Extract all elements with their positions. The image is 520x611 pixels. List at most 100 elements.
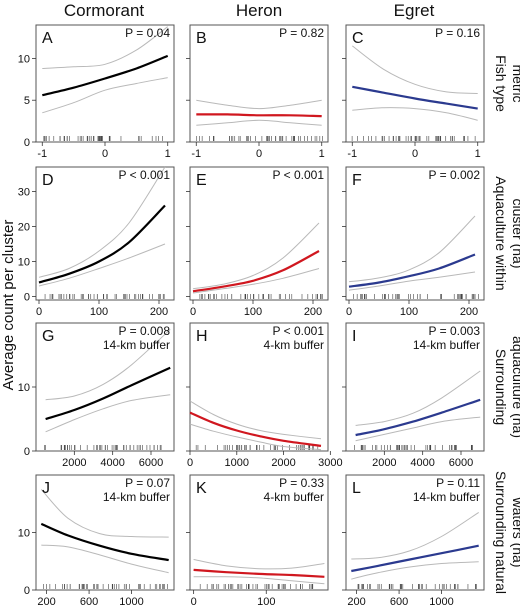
panel-letter: L bbox=[352, 480, 361, 497]
x-tick-label: 6000 bbox=[449, 457, 473, 469]
rug-marks bbox=[196, 136, 323, 141]
p-value-label: P = 0.11 bbox=[436, 476, 480, 490]
p-value-label: P = 0.07 bbox=[125, 476, 170, 490]
ci-upper-line bbox=[45, 329, 171, 401]
panel-F: 0 100 200 F P = 0.002 bbox=[342, 166, 485, 318]
ci-upper-line bbox=[348, 215, 476, 283]
x-tick-label: 1000 bbox=[429, 596, 453, 608]
p-value-label: P < 0.001 bbox=[273, 324, 325, 338]
x-tick-label: 200 bbox=[150, 306, 168, 318]
ci-upper-line bbox=[192, 222, 320, 290]
y-tick-label: 10 bbox=[18, 382, 30, 394]
ci-lower-line bbox=[352, 107, 478, 121]
x-tick-label: 0 bbox=[36, 306, 42, 318]
ci-upper-line bbox=[196, 99, 322, 110]
x-tick-label: 1000 bbox=[119, 596, 143, 608]
panel-frame bbox=[345, 166, 485, 301]
p-value-label: P = 0.16 bbox=[435, 26, 480, 40]
rug-marks bbox=[44, 294, 165, 299]
row-label-line: Aquaculture within bbox=[493, 176, 509, 290]
ci-upper-line bbox=[40, 489, 169, 538]
ci-upper-line bbox=[355, 370, 481, 426]
x-tick-label: 200 bbox=[304, 306, 322, 318]
panel-B: -1 0 1 B P = 0.82 bbox=[186, 24, 329, 160]
y-tick-label: 20 bbox=[18, 222, 30, 234]
ci-lower-line bbox=[189, 423, 322, 451]
x-tick-label: -1 bbox=[191, 148, 201, 160]
panel-letter: A bbox=[42, 30, 53, 47]
buffer-label: 4-km buffer bbox=[264, 338, 324, 352]
ci-lower-line bbox=[42, 77, 168, 114]
ci-lower-line bbox=[38, 243, 166, 287]
ci-upper-line bbox=[38, 166, 166, 278]
panel-frame bbox=[35, 166, 175, 301]
buffer-label: 14-km buffer bbox=[413, 490, 480, 504]
panel-letter: H bbox=[196, 328, 208, 345]
column-headers: Cormorant Heron Egret bbox=[64, 1, 435, 20]
y-tick-label: 10 bbox=[18, 257, 30, 269]
x-tick-label: 100 bbox=[400, 306, 418, 318]
rug-marks bbox=[199, 584, 314, 589]
x-tick-label: 100 bbox=[244, 306, 262, 318]
x-tick-label: 0 bbox=[190, 306, 196, 318]
ci-upper-line bbox=[193, 559, 325, 570]
x-tick-label: 100 bbox=[257, 596, 275, 608]
x-tick-label: 1 bbox=[165, 148, 171, 160]
buffer-label: 14-km buffer bbox=[103, 490, 170, 504]
ci-upper-line bbox=[351, 45, 478, 94]
ci-upper-line bbox=[189, 400, 322, 440]
x-tick-label: 1000 bbox=[225, 457, 249, 469]
x-tick-label: 1 bbox=[319, 148, 325, 160]
column-header-heron: Heron bbox=[236, 1, 282, 20]
y-tick-label: 10 bbox=[18, 53, 30, 65]
row-label-line: aquaculture (ha) bbox=[510, 336, 520, 438]
ci-lower-line bbox=[196, 119, 322, 126]
ci-lower-line bbox=[193, 576, 325, 585]
column-header-egret: Egret bbox=[394, 1, 435, 20]
buffer-label: 14-km buffer bbox=[103, 338, 170, 352]
x-tick-label: 0 bbox=[191, 596, 197, 608]
x-tick-label: 4000 bbox=[410, 457, 434, 469]
x-tick-label: 200 bbox=[347, 596, 365, 608]
x-tick-label: 0 bbox=[256, 148, 262, 160]
fitted-line bbox=[40, 522, 169, 562]
row-labels: Fish type metric Aquaculture within cluster… bbox=[493, 55, 520, 594]
y-axis-label: Average count per cluster bbox=[0, 220, 17, 391]
x-tick-label: 600 bbox=[80, 596, 98, 608]
y-tick-label: 10 bbox=[18, 528, 30, 540]
x-tick-label: 0 bbox=[346, 306, 352, 318]
x-tick-label: 600 bbox=[390, 596, 408, 608]
panel-K: 0 100 K P = 0.334-km buffer bbox=[186, 474, 329, 608]
p-value-label: P < 0.001 bbox=[273, 168, 325, 182]
fitted-line bbox=[196, 113, 322, 118]
rug-marks bbox=[43, 136, 163, 141]
p-value-label: P = 0.82 bbox=[279, 26, 324, 40]
x-tick-label: 6000 bbox=[139, 457, 163, 469]
p-value-label: P = 0.002 bbox=[429, 168, 481, 182]
panel-letter: B bbox=[196, 30, 207, 47]
buffer-label: 14-km buffer bbox=[413, 338, 480, 352]
x-tick-label: 2000 bbox=[372, 457, 396, 469]
panel-frame bbox=[35, 24, 175, 143]
row-label-line: cluster (ha) bbox=[510, 198, 520, 268]
panel-letter: C bbox=[352, 30, 364, 47]
ci-lower-line bbox=[348, 271, 476, 291]
buffer-label: 4-km buffer bbox=[264, 490, 324, 504]
fitted-line bbox=[355, 398, 481, 437]
rug-marks bbox=[357, 584, 477, 589]
panel-letter: J bbox=[42, 480, 50, 497]
x-tick-label: 0 bbox=[187, 457, 193, 469]
p-value-label: P = 0.04 bbox=[125, 26, 170, 40]
panel-frame bbox=[345, 24, 485, 143]
y-tick-label: 5 bbox=[24, 95, 30, 107]
rug-marks bbox=[199, 294, 323, 299]
fitted-line bbox=[348, 253, 476, 288]
p-value-label: P = 0.33 bbox=[279, 476, 324, 490]
panel-frame bbox=[189, 166, 329, 301]
fitted-line bbox=[189, 411, 322, 447]
